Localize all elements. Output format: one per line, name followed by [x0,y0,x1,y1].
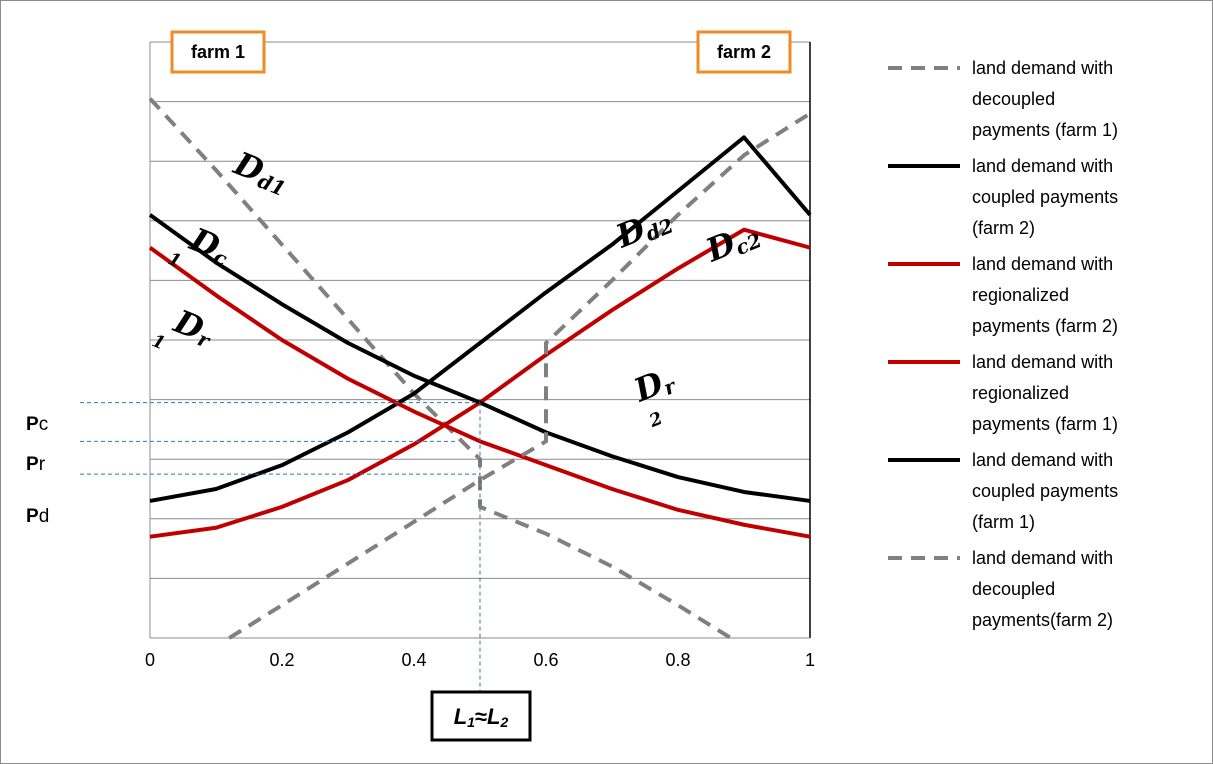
x-tick-label: 0.6 [533,650,558,670]
legend-label-line: (farm 2) [972,218,1035,238]
legend-label-line: (farm 1) [972,512,1035,532]
legend-label-line: regionalized [972,383,1069,403]
price-label-suffix: r [39,454,46,475]
curve-label-dr2: Dr2 [628,359,680,433]
curve-label-extra: 1 [149,330,168,354]
curve-label-dc2: Dc2 [700,214,765,271]
equilibrium-label-part: L [487,704,500,729]
price-label-r: Pr [26,454,46,475]
price-label-suffix: d [39,506,50,527]
legend-label-line: land demand with [972,254,1113,274]
farm1-label: farm 1 [191,42,245,62]
price-label-c: Pc [26,414,48,435]
legend-label-line: payments (farm 1) [972,120,1118,140]
legend-label-line: regionalized [972,285,1069,305]
legend-label-line: decoupled [972,579,1055,599]
legend-label-line: land demand with [972,450,1113,470]
price-label-d: Pd [26,506,49,527]
x-tick-label: 0.4 [401,650,426,670]
legend-label-line: decoupled [972,89,1055,109]
equilibrium-label-box [430,690,532,742]
equilibrium-label: L1≈L2 [454,704,509,730]
series-line-dr1 [148,245,811,539]
equilibrium-label-part: 2 [499,714,508,730]
equilibrium-label-part: ≈ [475,704,487,729]
legend-label-line: land demand with [972,548,1113,568]
series-line-dc2 [149,135,812,503]
x-tick-label: 1 [805,650,815,670]
legend-label-line: payments (farm 1) [972,414,1118,434]
farm2-label-box [696,30,792,74]
price-label-prefix: P [26,414,39,435]
legend-label-line: land demand with [972,58,1113,78]
price-label-suffix: c [39,414,49,435]
curve-label-text: Dr [628,359,680,410]
x-tick-label: 0.2 [269,650,294,670]
legend-label-line: payments(farm 2) [972,610,1113,630]
legend-label-line: coupled payments [972,187,1118,207]
curve-label-text: Dc2 [700,214,765,271]
curve-label-dr1: Dr1 [149,302,220,355]
curve-label-extra: 2 [645,408,665,432]
curve-label-text: Dc [184,220,236,271]
curve-label-dc1: Dc1 [165,220,236,273]
series-line-dd2 [228,111,812,640]
x-tick-label: 0.8 [665,650,690,670]
legend-label-line: payments (farm 2) [972,316,1118,336]
legend-label-line: land demand with [972,156,1113,176]
farm1-label-box [170,30,266,74]
legend-label-line: land demand with [972,352,1113,372]
curve-label-text: Dr [168,302,220,353]
legend-label-line: coupled payments [972,481,1118,501]
equilibrium-label-part: 1 [467,714,475,730]
equilibrium-label-part: L [454,704,467,729]
price-label-prefix: P [26,506,39,527]
x-tick-label: 0 [145,650,155,670]
price-label-prefix: P [26,454,39,475]
series-line-dr2 [149,227,811,539]
farm2-label: farm 2 [717,42,771,62]
